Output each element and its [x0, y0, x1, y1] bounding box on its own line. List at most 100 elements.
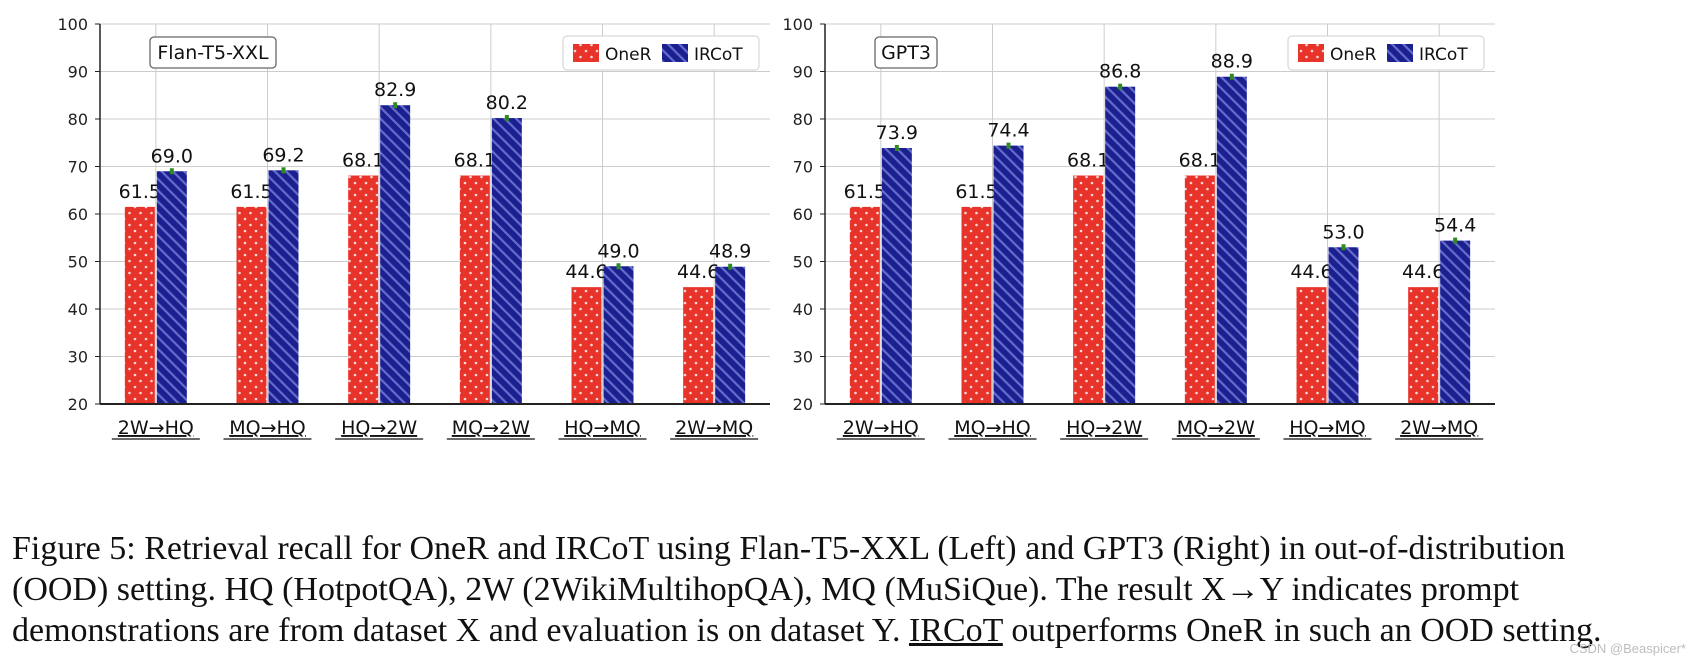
value-label-ircot: 86.8 [1099, 61, 1141, 83]
value-label-oner: 68.1 [454, 150, 496, 172]
bar-oner [1073, 175, 1104, 404]
legend-label-ircot: IRCoT [694, 45, 743, 65]
legend-box [1287, 35, 1485, 71]
value-label-oner: 61.5 [230, 181, 272, 203]
x-category-label: HQ→2W [1066, 417, 1142, 439]
bar-ircot [993, 145, 1024, 404]
watermark: CSDN @Beaspicer* [1569, 641, 1686, 656]
legend: OneR IRCoT [562, 35, 760, 71]
x-category-label: MQ→2W [1177, 417, 1255, 439]
value-label-ircot: 48.9 [709, 241, 751, 263]
legend-swatch-oner [1298, 44, 1324, 62]
bar-ircot [1105, 86, 1136, 404]
bar-oner [849, 206, 880, 404]
x-category-label: HQ→MQ [564, 417, 641, 439]
chart-title: Flan-T5-XXL [157, 42, 269, 64]
y-tick-label: 90 [68, 63, 88, 82]
y-tick-label: 30 [68, 348, 88, 367]
bar-oner [1184, 175, 1215, 404]
bar-oner [1408, 287, 1439, 404]
bar-ircot [1216, 76, 1247, 404]
x-category-label: HQ→MQ [1289, 417, 1366, 439]
value-label-ircot: 49.0 [597, 240, 639, 262]
x-category-label: MQ→HQ [229, 417, 306, 439]
y-tick-label: 80 [793, 110, 813, 129]
bar-ircot [491, 118, 522, 405]
value-label-oner: 44.6 [1402, 261, 1444, 283]
y-tick-label: 20 [793, 395, 813, 414]
bar-ircot [156, 171, 187, 404]
value-label-ircot: 74.4 [987, 120, 1029, 142]
legend-swatch-oner [573, 44, 599, 62]
legend-box [562, 35, 760, 71]
bar-ircot [268, 170, 299, 404]
value-label-oner: 44.6 [565, 261, 607, 283]
bar-ircot [603, 266, 634, 404]
value-label-ircot: 80.2 [486, 92, 528, 114]
bar-ircot [881, 147, 912, 404]
legend-label-oner: OneR [1330, 45, 1377, 65]
value-label-oner: 68.1 [1179, 150, 1221, 172]
value-label-oner: 68.1 [342, 150, 384, 172]
legend-swatch-ircot [662, 44, 688, 62]
figure-caption: Figure 5: Retrieval recall for OneR and … [12, 528, 1692, 651]
chart-title-box [874, 36, 938, 69]
chart-panel-2: 20 30 40 50 60 70 80 90 100 61.5 61.5 68.1 68.1 44.6 4… [782, 15, 1495, 440]
chart-title: GPT3 [881, 42, 931, 64]
y-tick-label: 40 [68, 300, 88, 319]
legend-label-oner: OneR [605, 45, 652, 65]
x-category-label: 2W→MQ [1400, 417, 1478, 439]
bar-oner [124, 206, 155, 404]
y-tick-label: 60 [793, 205, 813, 224]
x-category-label: HQ→2W [341, 417, 417, 439]
y-tick-label: 100 [57, 15, 88, 34]
bar-oner [348, 175, 379, 404]
value-label-ircot: 73.9 [876, 122, 918, 144]
bar-ircot [380, 105, 411, 404]
y-tick-label: 50 [68, 253, 88, 272]
value-label-oner: 68.1 [1067, 150, 1109, 172]
bar-oner [459, 175, 490, 404]
value-label-ircot: 69.0 [151, 145, 193, 167]
legend-label-ircot: IRCoT [1419, 45, 1468, 65]
y-tick-label: 60 [68, 205, 88, 224]
x-category-label: 2W→HQ [118, 417, 194, 439]
caption-underlined-ircot: IRCoT [908, 612, 1003, 649]
y-tick-label: 20 [68, 395, 88, 414]
value-label-ircot: 88.9 [1211, 51, 1253, 73]
value-label-oner: 44.6 [1290, 261, 1332, 283]
caption-line-1: Figure 5: Retrieval recall for OneR and … [12, 530, 1566, 567]
x-category-label: MQ→HQ [954, 417, 1031, 439]
caption-line-3-start: demonstrations are from dataset X and ev… [12, 612, 909, 649]
caption-line-3-end: outperforms OneR in such an OOD setting. [1002, 612, 1602, 649]
bar-oner [236, 206, 267, 404]
caption-line-3: demonstrations are from dataset X and ev… [12, 610, 1692, 651]
value-label-oner: 61.5 [119, 181, 161, 203]
y-tick-label: 40 [793, 300, 813, 319]
bar-oner [683, 287, 714, 404]
value-label-ircot: 54.4 [1434, 215, 1476, 237]
bar-oner [961, 206, 992, 404]
legend-swatch-ircot [1387, 44, 1413, 62]
bar-ircot [1440, 240, 1471, 404]
y-tick-label: 70 [68, 158, 88, 177]
value-label-ircot: 69.2 [262, 144, 304, 166]
bar-oner [1296, 287, 1327, 404]
value-label-oner: 61.5 [955, 181, 997, 203]
legend: OneR IRCoT [1287, 35, 1485, 71]
x-category-label: MQ→2W [452, 417, 530, 439]
value-label-ircot: 53.0 [1322, 221, 1364, 243]
x-category-label: 2W→MQ [675, 417, 753, 439]
x-category-label: 2W→HQ [843, 417, 919, 439]
value-label-ircot: 82.9 [374, 79, 416, 101]
y-tick-label: 70 [793, 158, 813, 177]
bar-ircot [1328, 247, 1359, 404]
bar-oner [571, 287, 602, 404]
y-tick-label: 80 [68, 110, 88, 129]
y-tick-label: 30 [793, 348, 813, 367]
y-tick-label: 90 [793, 63, 813, 82]
chart-title-box [149, 36, 277, 69]
y-tick-label: 100 [782, 15, 813, 34]
